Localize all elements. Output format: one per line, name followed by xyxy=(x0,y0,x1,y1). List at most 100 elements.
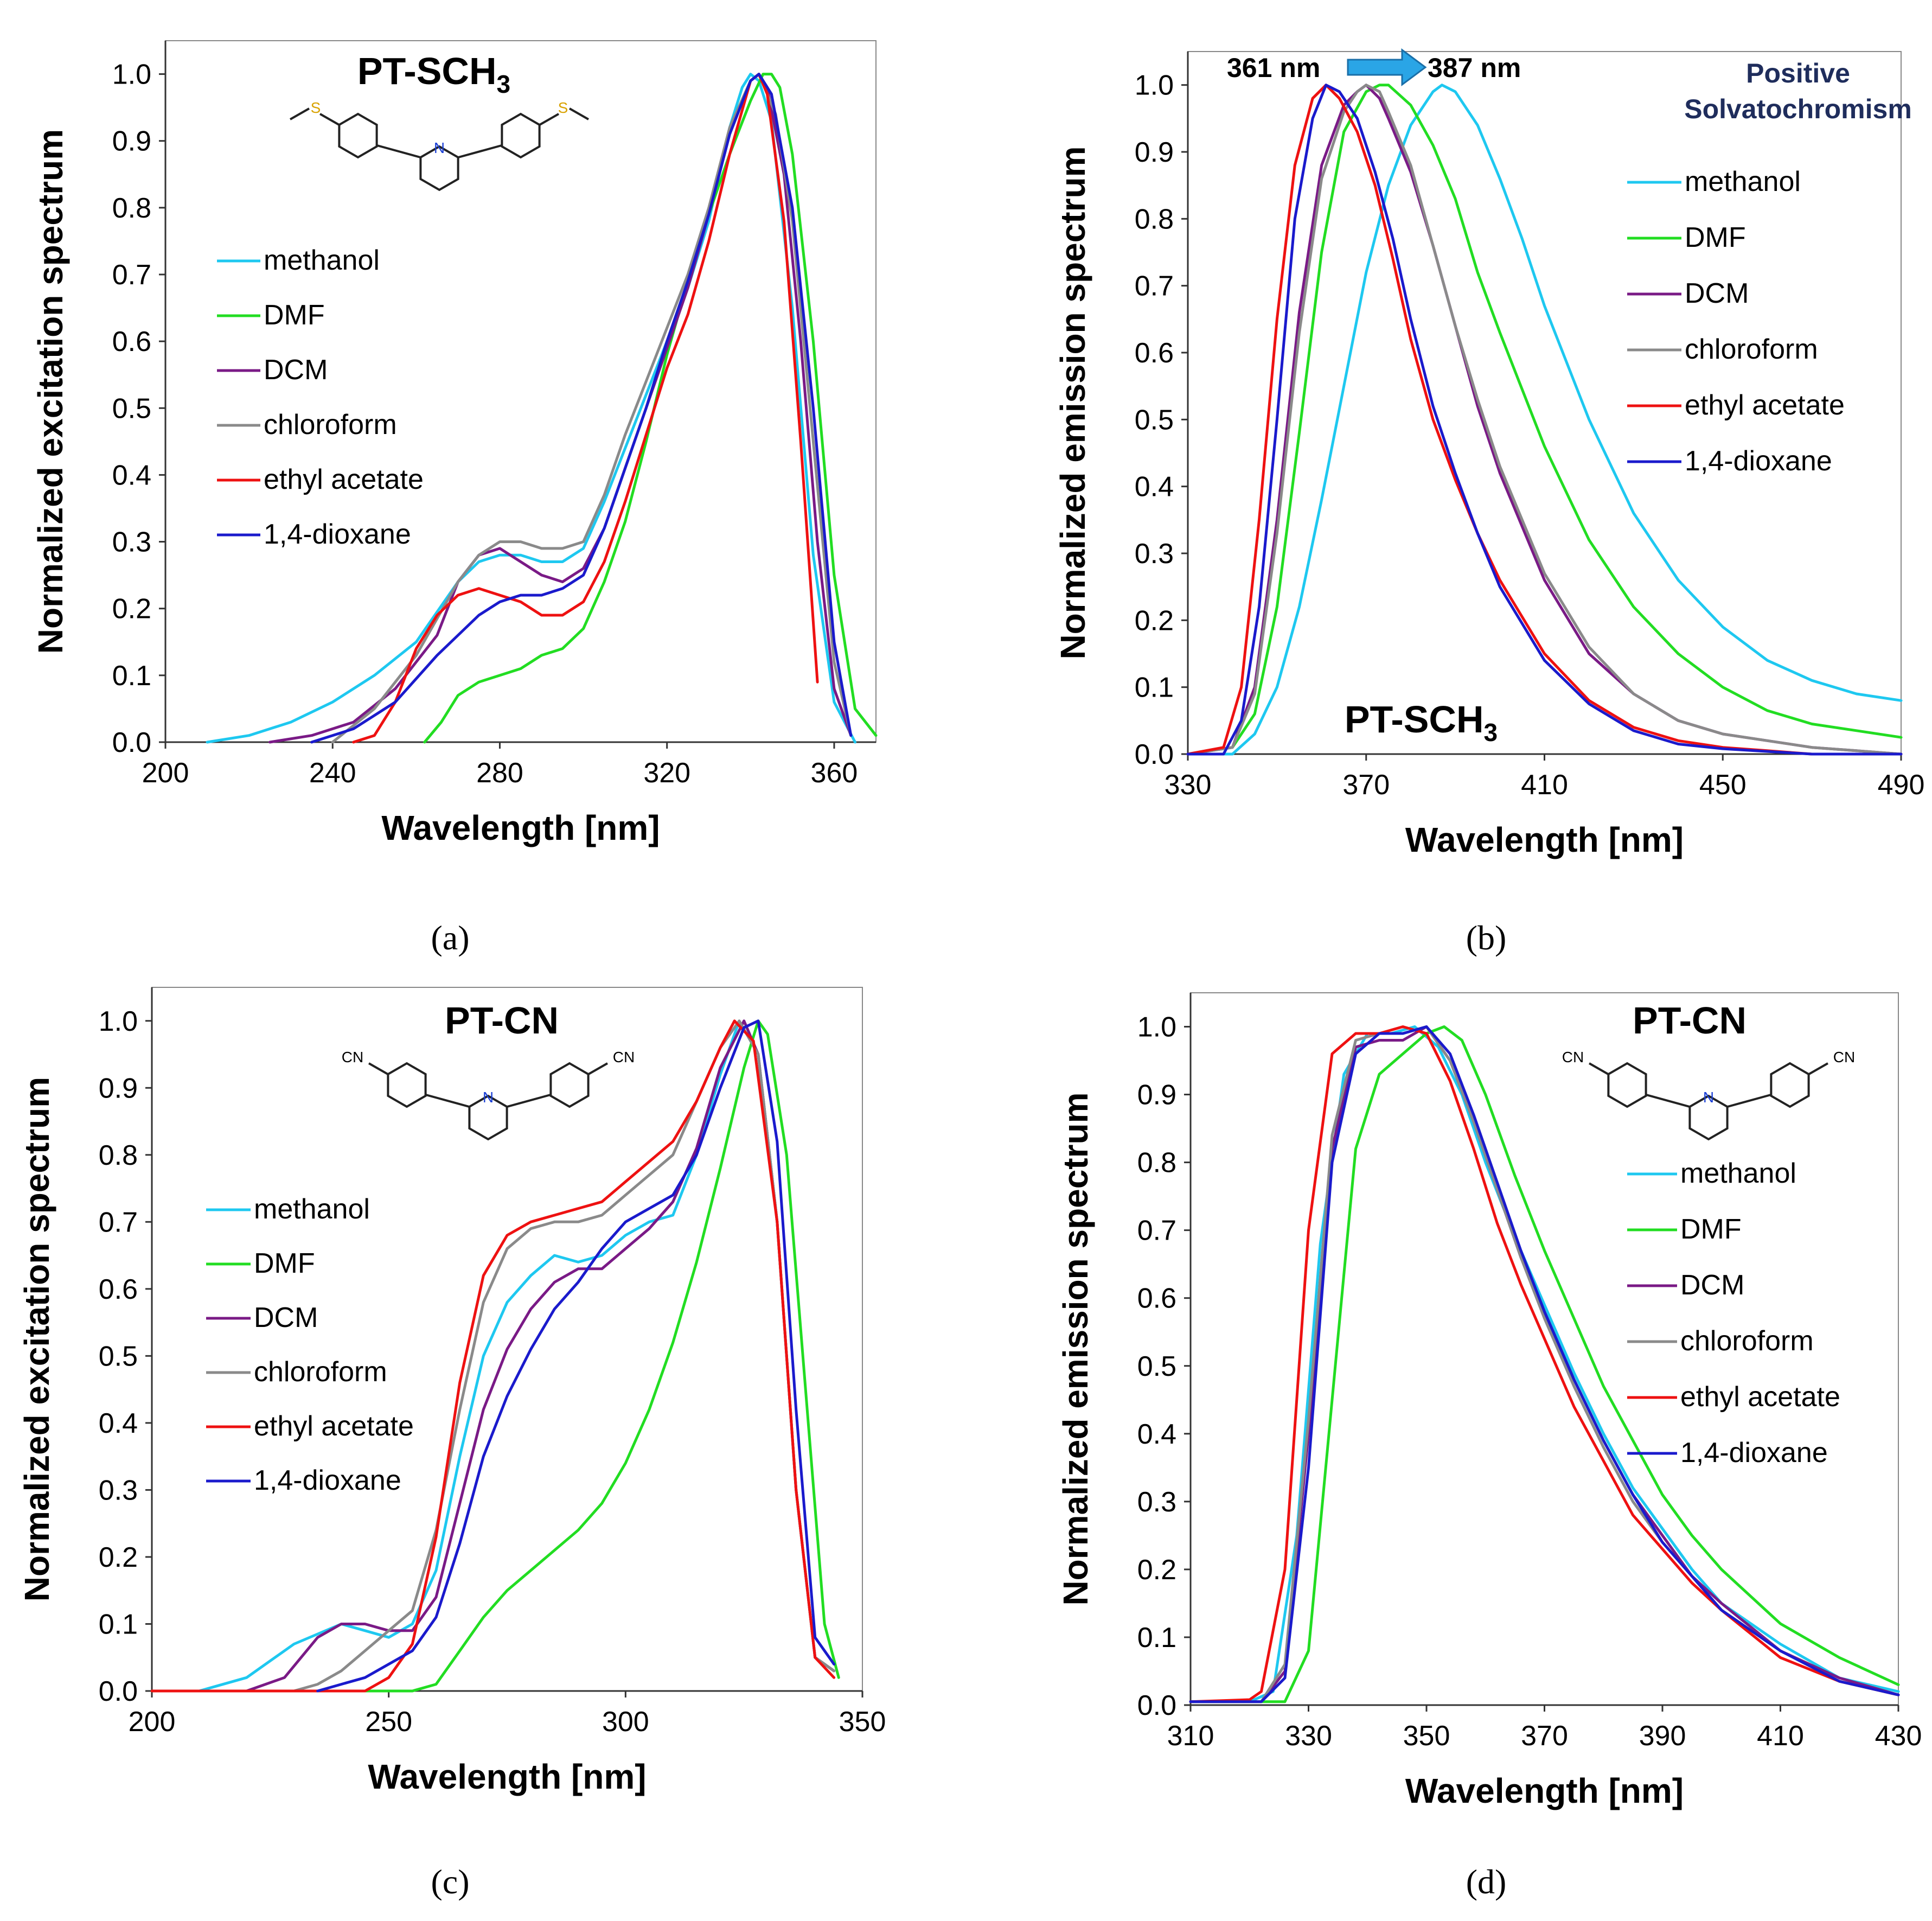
y-tick-label: 0.8 xyxy=(1135,203,1174,235)
y-tick-label: 0.5 xyxy=(99,1341,138,1372)
legend-entry-label: 1,4-dioxane xyxy=(1685,445,1832,477)
series-line-1-4-dioxane xyxy=(316,1019,836,1693)
x-tick-label: 200 xyxy=(129,1706,176,1738)
y-tick-label: 0.4 xyxy=(1137,1419,1176,1450)
y-tick-label: 0.0 xyxy=(1135,739,1174,770)
y-tick-label: 0.9 xyxy=(1137,1080,1176,1111)
y-tick-label: 0.4 xyxy=(1135,471,1174,503)
substituent-left-label: S xyxy=(311,99,321,116)
y-tick-label: 1.0 xyxy=(1137,1012,1176,1043)
phenyl-ring-left xyxy=(338,112,378,159)
legend-entry-label: DCM xyxy=(1685,278,1749,309)
y-tick-label: 0.3 xyxy=(1135,538,1174,570)
series-line-dmf xyxy=(150,1019,840,1693)
panel-caption: (c) xyxy=(431,1862,469,1901)
y-tick-label: 0.6 xyxy=(1135,337,1174,369)
chart-title-main: PT-CN xyxy=(445,999,559,1042)
molecule-structure: N S S xyxy=(290,99,589,192)
x-tick-label: 250 xyxy=(365,1706,412,1738)
legend-entry-label: methanol xyxy=(1685,166,1801,197)
y-tick-label: 0.0 xyxy=(99,1676,138,1707)
series-line-1-4-dioxane xyxy=(1186,84,1903,756)
x-tick-label: 310 xyxy=(1167,1720,1214,1752)
molecule-structure: N CN CN xyxy=(1562,1049,1855,1141)
legend-entry-label: chloroform xyxy=(254,1356,387,1388)
x-axis-title: Wavelength [nm] xyxy=(1405,1771,1684,1810)
x-tick-label: 360 xyxy=(811,757,858,789)
substituent-left-label: CN xyxy=(342,1049,363,1065)
chart-title: PT-SCH3 xyxy=(1345,698,1498,746)
x-tick-label: 350 xyxy=(1403,1720,1450,1752)
y-tick-label: 0.8 xyxy=(1137,1147,1176,1179)
y-tick-label: 0.6 xyxy=(99,1274,138,1305)
substituent-right-label: CN xyxy=(1833,1049,1855,1065)
series-line-1-4-dioxane xyxy=(310,73,853,744)
y-tick-label: 0.0 xyxy=(1137,1690,1176,1721)
x-tick-label: 410 xyxy=(1521,769,1568,801)
nitrogen-label: N xyxy=(434,139,445,156)
legend-entry-label: methanol xyxy=(254,1194,370,1225)
legend-entry-label: ethyl acetate xyxy=(1685,390,1845,421)
peak-label-right: 387 nm xyxy=(1428,53,1521,83)
y-axis-title: Normalized excitation spectrum xyxy=(31,129,70,654)
x-tick-label: 430 xyxy=(1875,1720,1922,1752)
x-tick-label: 450 xyxy=(1699,769,1747,801)
substituent-left-label: CN xyxy=(1562,1049,1584,1065)
y-tick-label: 0.9 xyxy=(1135,137,1174,168)
chart-panel-b: 0.0 0.1 0.2 0.3 0.4 0.5 0.6 0.7 0.8 0.9 1.0 330 370 4… xyxy=(1053,48,1924,957)
y-tick-label: 0.7 xyxy=(99,1207,138,1238)
legend-entry-label: ethyl acetate xyxy=(264,464,424,495)
series-line-ethyl-acetate xyxy=(150,1019,836,1693)
chart-title: PT-SCH3 xyxy=(357,50,510,98)
y-tick-label: 0.1 xyxy=(1137,1622,1176,1654)
chart-panel-c: 0.0 0.1 0.2 0.3 0.4 0.5 0.6 0.7 0.8 0.9 1.0 200 250 3… xyxy=(17,987,886,1901)
substituent-right-label: CN xyxy=(613,1049,635,1065)
molecule-structure: N CN CN xyxy=(342,1049,635,1141)
y-tick-label: 0.3 xyxy=(1137,1486,1176,1518)
x-tick-label: 410 xyxy=(1757,1720,1804,1752)
y-tick-label: 0.1 xyxy=(1135,672,1174,704)
y-axis-title: Normalized excitation spectrum xyxy=(17,1077,56,1601)
x-tick-label: 240 xyxy=(309,757,356,789)
y-tick-label: 0.2 xyxy=(99,1542,138,1573)
legend-entry-label: DCM xyxy=(254,1302,318,1333)
legend-entry-label: chloroform xyxy=(264,409,397,441)
legend-entry-label: DMF xyxy=(254,1248,315,1279)
y-tick-label: 0.2 xyxy=(1137,1554,1176,1586)
legend-entry-label: chloroform xyxy=(1685,334,1818,365)
legend-entry-label: DCM xyxy=(264,354,328,386)
legend-entry-label: chloroform xyxy=(1680,1325,1814,1357)
phenyl-ring-right xyxy=(1770,1062,1810,1108)
series-line-dmf xyxy=(1186,84,1903,756)
y-tick-label: 1.0 xyxy=(99,1006,138,1037)
legend-entry-label: 1,4-dioxane xyxy=(1680,1437,1828,1469)
series-line-chloroform xyxy=(292,1019,836,1693)
pyridine-ring xyxy=(1688,1094,1729,1141)
series-line-ethyl-acetate xyxy=(1189,1025,1900,1703)
y-tick-label: 0.9 xyxy=(99,1073,138,1104)
y-tick-label: 0.1 xyxy=(99,1609,138,1640)
legend-entry-label: DMF xyxy=(264,299,325,331)
peak-label-left: 361 nm xyxy=(1227,53,1320,83)
y-tick-label: 1.0 xyxy=(1135,70,1174,101)
panel-caption: (b) xyxy=(1466,918,1507,957)
x-tick-label: 200 xyxy=(142,757,189,789)
substituent-right-label: S xyxy=(558,99,568,116)
y-tick-label: 0.3 xyxy=(112,527,151,558)
legend-entry-label: ethyl acetate xyxy=(1680,1381,1840,1413)
x-tick-label: 330 xyxy=(1285,1720,1332,1752)
chart-title-main: PT-SCH xyxy=(357,50,497,92)
chart-title-main: PT-SCH xyxy=(1345,698,1484,741)
chart-title-main: PT-CN xyxy=(1633,999,1747,1042)
solvatochromism-note-line1: Positive xyxy=(1746,58,1850,88)
bond xyxy=(368,1062,388,1075)
chart-panel-a: 0.0 0.1 0.2 0.3 0.4 0.5 0.6 0.7 0.8 0.9 1.0 200 240 2… xyxy=(31,40,878,957)
y-tick-label: 0.5 xyxy=(1137,1351,1176,1382)
phenyl-ring-left xyxy=(387,1062,427,1108)
chart-title: PT-CN xyxy=(1633,999,1747,1042)
y-tick-label: 0.6 xyxy=(1137,1283,1176,1314)
y-tick-label: 0.7 xyxy=(1137,1215,1176,1247)
y-tick-label: 0.7 xyxy=(112,259,151,291)
series-line-methanol xyxy=(1189,1025,1900,1703)
